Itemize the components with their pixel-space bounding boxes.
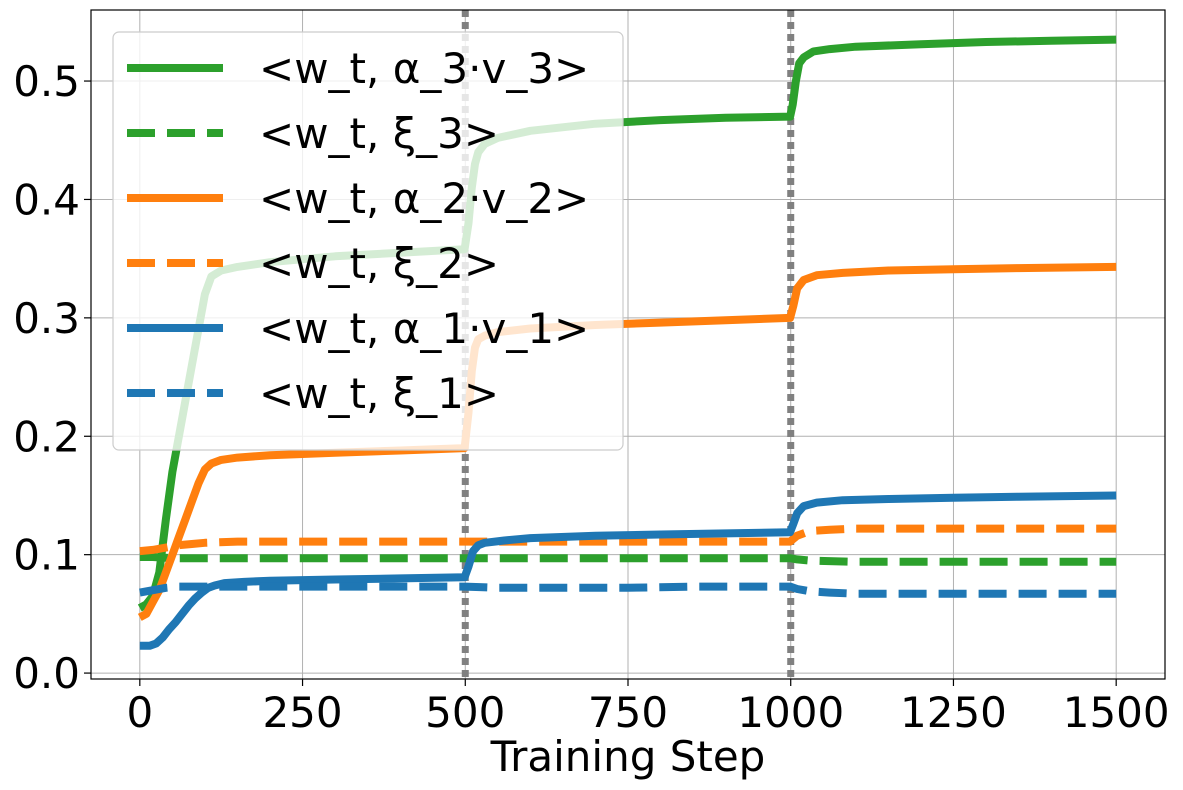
series-line [139,582,1117,598]
legend-label: <w_t, α_2·v_2> [259,174,589,223]
ticks: 0 250 500 750 1000 1250 1500 0.0 0.1 0.2 0.3 0.4 0.5 [13,57,1169,737]
legend: <w_t, α_3·v_3> <w_t, ξ_3> <w_t, α_2·v_2> <w… [112,31,624,451]
series-line [139,553,1117,566]
x-tick-label: 500 [425,688,505,737]
x-tick-label: 750 [588,688,668,737]
x-tick-label: 250 [262,688,342,737]
legend-label: <w_t, ξ_2> [259,239,499,288]
legend-label: <w_t, α_3·v_3> [259,44,589,93]
y-tick-label: 0.2 [13,412,80,461]
x-tick-label: 1500 [1063,688,1170,737]
x-axis-label: Training Step [490,732,766,781]
series-line [139,491,1117,650]
legend-label: <w_t, ξ_1> [259,369,499,418]
series-line [139,524,1117,556]
y-tick-label: 0.5 [13,57,80,106]
y-tick-label: 0.4 [13,175,80,224]
legend-label: <w_t, α_1·v_1> [259,304,589,353]
y-tick-label: 0.1 [13,531,80,580]
x-tick-label: 1000 [737,688,844,737]
legend-box [112,31,624,451]
x-tick-label: 0 [126,688,153,737]
legend-label: <w_t, ξ_3> [259,109,499,158]
y-tick-label: 0.0 [13,649,80,698]
x-tick-label: 1250 [900,688,1007,737]
y-tick-label: 0.3 [13,294,80,343]
